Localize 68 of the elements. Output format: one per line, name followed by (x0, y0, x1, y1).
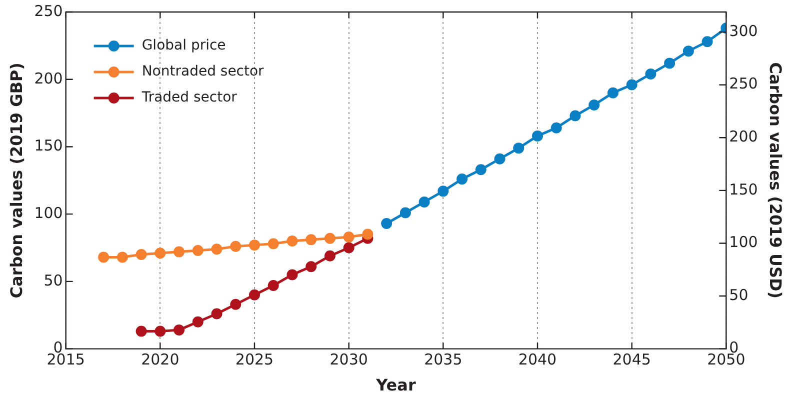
point (626, 79, 638, 90)
y-tick-label: 100 (34, 204, 63, 222)
x-tick-label: 2020 (141, 350, 180, 369)
point (570, 110, 581, 122)
point (174, 324, 185, 336)
point (286, 236, 298, 247)
point (136, 326, 147, 337)
point (324, 250, 336, 262)
point (494, 153, 506, 164)
point (154, 326, 166, 337)
point (268, 280, 279, 291)
point (513, 142, 524, 154)
point (438, 186, 449, 197)
point (532, 130, 543, 142)
x-tick-label: 2025 (235, 350, 274, 369)
y2-tick-label: 50 (729, 286, 748, 304)
point (249, 289, 260, 300)
point (645, 68, 656, 80)
x-tick-label: 2040 (518, 350, 557, 369)
point (174, 246, 185, 258)
x-axis-title: Year (375, 376, 416, 395)
point (306, 234, 317, 246)
legend-label: Global price (142, 38, 226, 54)
y2-tick-label: 100 (729, 233, 758, 252)
legend-label: Traded sector (140, 90, 238, 106)
point (456, 174, 468, 185)
point (154, 248, 166, 259)
point (607, 87, 618, 98)
point (475, 164, 486, 176)
point (682, 46, 694, 57)
point (116, 252, 128, 263)
point (702, 36, 713, 48)
y-axis-title: Carbon values (2019 GBP) (6, 62, 26, 298)
point (418, 196, 430, 208)
point (230, 240, 242, 252)
point (230, 298, 242, 310)
point (268, 238, 279, 250)
point (664, 58, 676, 69)
y2-axis-title: Carbon values (2019 USD) (766, 62, 786, 299)
point (211, 244, 222, 255)
x-tick-label: 2035 (424, 350, 462, 369)
y2-tick-label: 300 (729, 22, 758, 40)
y-tick-label: 200 (34, 69, 63, 88)
point (306, 261, 317, 272)
point (324, 232, 336, 244)
point (192, 244, 204, 256)
point (343, 231, 354, 242)
point (343, 242, 354, 254)
point (381, 218, 392, 230)
point (588, 99, 600, 110)
point (211, 308, 222, 320)
y-tick-label: 250 (34, 2, 63, 20)
y2-tick-label: 150 (729, 180, 758, 198)
legend-label: Nontraded sector (142, 64, 264, 80)
y-tick-label: 50 (44, 271, 63, 290)
point (98, 252, 110, 263)
point (362, 228, 374, 240)
y2-tick-label: 250 (729, 74, 758, 93)
x-tick-label: 2045 (612, 350, 651, 369)
x-tick-label: 2030 (330, 350, 368, 369)
point (286, 269, 298, 280)
y-tick-label: 150 (34, 136, 63, 155)
point (400, 207, 411, 218)
point (249, 240, 260, 251)
point (192, 316, 204, 328)
y2-tick-label: 200 (729, 128, 758, 146)
point (136, 248, 147, 260)
point (550, 122, 562, 134)
